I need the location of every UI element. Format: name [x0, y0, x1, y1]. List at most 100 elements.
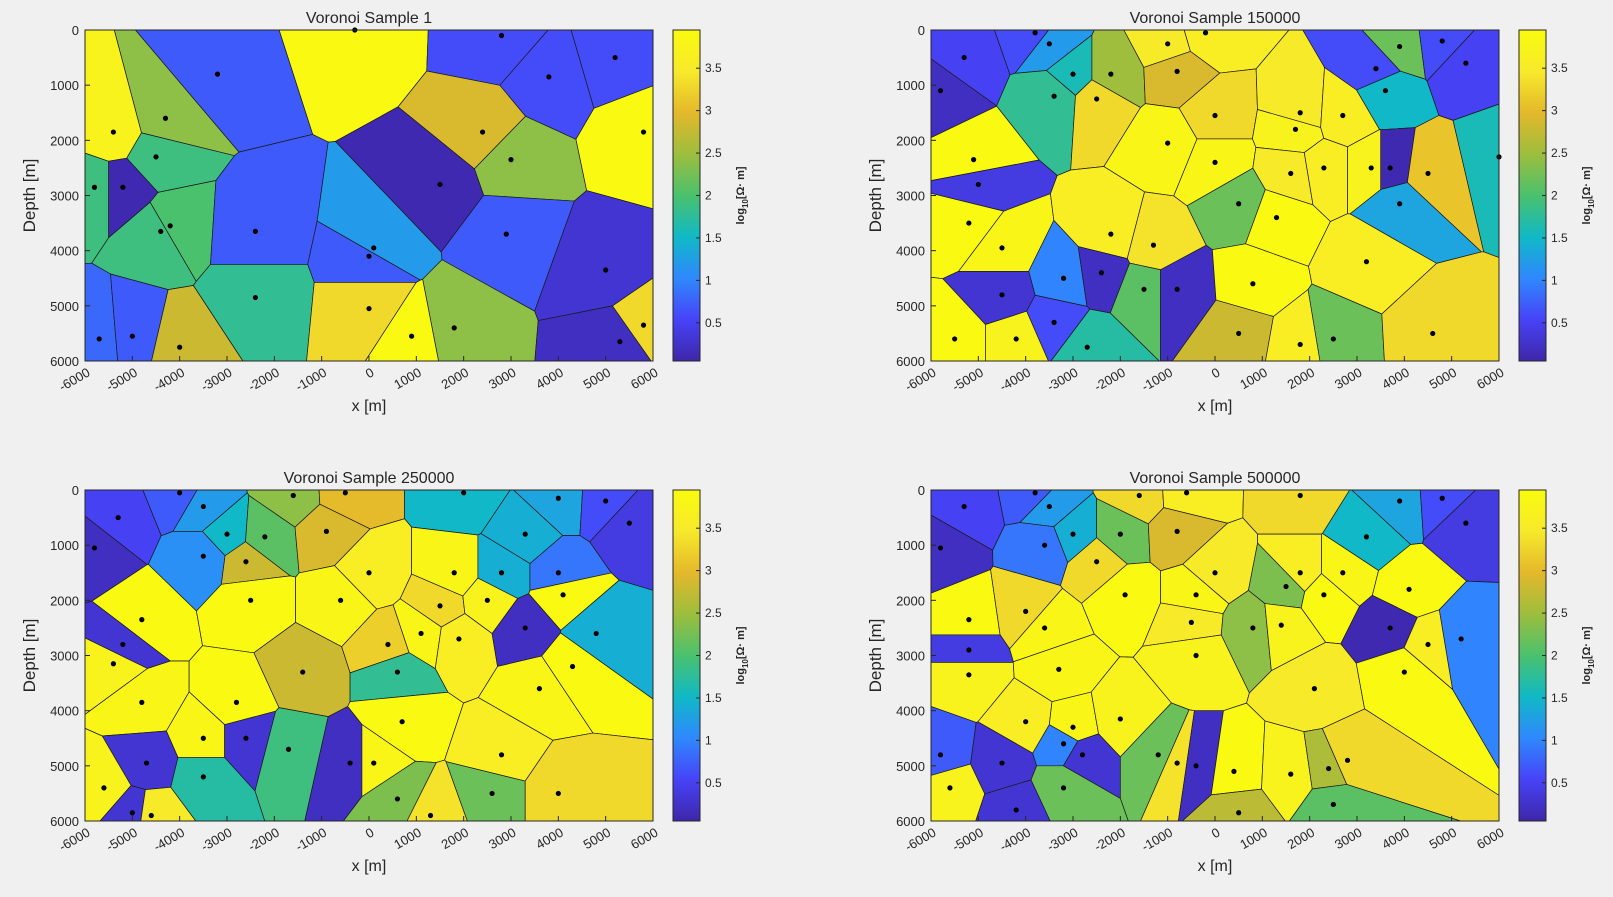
nucleus-point — [252, 228, 258, 234]
voronoi-cells — [84, 489, 654, 822]
colorbar-tick-label: 2.5 — [705, 606, 722, 620]
y-tick-label: 5000 — [896, 759, 925, 774]
nucleus-point — [1084, 344, 1090, 350]
x-tick-label: 3000 — [1332, 365, 1365, 392]
nucleus-point — [456, 636, 462, 642]
nucleus-point — [1013, 807, 1019, 813]
y-tick-label: 0 — [918, 23, 925, 38]
x-tick-label: 2000 — [439, 825, 472, 852]
nucleus-point — [1070, 531, 1076, 537]
nucleus-point — [461, 490, 467, 496]
colorbar-tick-label: 3 — [1551, 564, 1558, 578]
nucleus-point — [1231, 768, 1237, 774]
x-tick-label: 5000 — [1427, 825, 1460, 852]
x-tick-label: 3000 — [1332, 825, 1365, 852]
x-tick-label: 4000 — [533, 365, 566, 392]
nucleus-point — [300, 669, 306, 675]
x-tick-label: -5000 — [104, 365, 140, 395]
nucleus-point — [1060, 275, 1067, 281]
colorbar-label-sub: 10 — [1587, 659, 1596, 668]
nucleus-point — [252, 294, 258, 301]
x-tick-label: 2000 — [439, 365, 472, 392]
nucleus-point — [394, 796, 400, 802]
nucleus-point — [1439, 38, 1445, 44]
x-tick-label: 0 — [363, 365, 377, 382]
nucleus-point — [1344, 757, 1351, 763]
nucleus-point — [437, 603, 443, 609]
nucleus-point — [1108, 71, 1114, 77]
colorbar-tick-label: 0.5 — [1551, 776, 1568, 790]
y-tick-label: 3000 — [50, 189, 79, 204]
colorbar-tick-label: 0.5 — [705, 776, 722, 790]
nucleus-point — [1042, 625, 1048, 631]
nucleus-point — [214, 71, 221, 77]
voronoi-nuclei — [937, 490, 1469, 816]
nucleus-point — [975, 181, 981, 188]
colorbar-label-main: log — [735, 668, 747, 685]
colorbar-tick-label: 3 — [705, 564, 712, 578]
x-tick-label: -5000 — [950, 365, 986, 395]
nucleus-point — [248, 597, 254, 603]
colorbar-gradient — [672, 489, 701, 822]
x-tick-label: -4000 — [997, 825, 1033, 855]
nucleus-point — [139, 617, 145, 623]
nucleus-point — [555, 495, 561, 501]
nucleus-point — [1278, 622, 1284, 628]
voronoi-panel-1: -6000 -5000 -4000 -3000 -2000 -1000 0 1000 2000 3… — [20, 10, 750, 415]
nucleus-point — [626, 520, 632, 526]
x-tick-label: -6000 — [902, 365, 938, 395]
nucleus-point — [96, 336, 102, 342]
nucleus-point — [91, 545, 98, 551]
nucleus-point — [1236, 330, 1242, 337]
nucleus-point — [366, 305, 372, 312]
nucleus-point — [399, 719, 405, 725]
nucleus-point — [1188, 619, 1194, 626]
y-tick-label: 2000 — [50, 133, 79, 148]
nucleus-point — [1236, 810, 1242, 816]
chart-title: Voronoi Sample 250000 — [284, 470, 455, 487]
nucleus-point — [489, 790, 495, 797]
nucleus-point — [1273, 214, 1280, 221]
colorbar-tick-label: 2.5 — [1551, 606, 1568, 620]
nucleus-point — [612, 54, 618, 61]
x-axis-label: x [m] — [352, 858, 387, 875]
colorbar-label-main: log — [735, 208, 747, 225]
nucleus-point — [640, 129, 647, 135]
nucleus-point — [1193, 652, 1199, 659]
nucleus-point — [555, 570, 561, 576]
nucleus-point — [1297, 110, 1303, 116]
nucleus-point — [1463, 60, 1469, 66]
nucleus-point — [640, 322, 647, 328]
nucleus-point — [1297, 492, 1303, 499]
x-tick-label: -2000 — [1092, 365, 1128, 395]
nucleus-point — [1046, 503, 1052, 510]
x-axis-label: x [m] — [1198, 398, 1233, 415]
voronoi-cells — [930, 29, 1500, 362]
x-tick-label: -2000 — [246, 365, 282, 395]
nucleus-point — [1212, 159, 1218, 165]
nucleus-point — [1288, 170, 1294, 177]
nucleus-point — [1079, 752, 1086, 758]
nucleus-point — [158, 228, 164, 234]
nucleus-point — [1439, 495, 1445, 501]
nucleus-point — [200, 503, 206, 510]
x-tick-label: -4000 — [151, 825, 187, 855]
nucleus-point — [1283, 583, 1289, 590]
voronoi-cell — [930, 634, 1014, 663]
y-tick-label: 4000 — [896, 244, 925, 259]
nucleus-point — [409, 333, 415, 339]
nucleus-point — [1368, 165, 1374, 171]
nucleus-point — [1397, 498, 1403, 504]
nucleus-point — [347, 760, 353, 766]
nucleus-point — [555, 790, 561, 797]
colorbar-gradient — [1518, 489, 1547, 822]
nucleus-point — [243, 559, 249, 565]
nucleus-point — [1330, 801, 1336, 808]
colorbar-gradient — [1518, 29, 1547, 362]
nucleus-point — [1150, 242, 1157, 248]
nucleus-point — [1340, 112, 1346, 119]
nucleus-point — [1032, 490, 1038, 496]
nucleus-point — [200, 735, 206, 741]
nucleus-point — [1297, 341, 1303, 348]
colorbar-tick-label: 3.5 — [1551, 521, 1568, 535]
